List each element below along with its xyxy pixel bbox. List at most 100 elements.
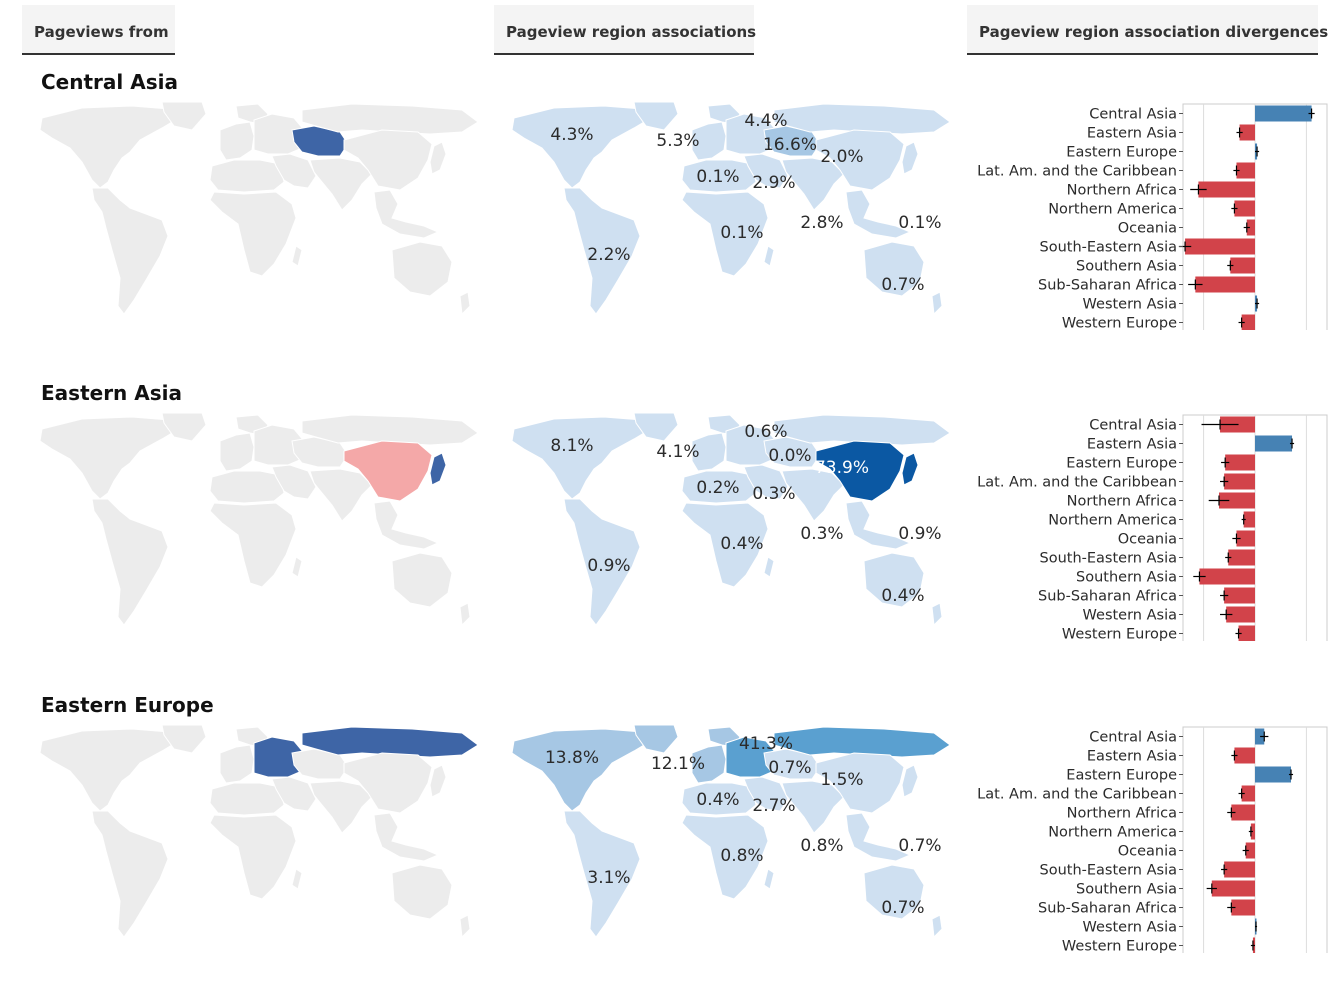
category-label: Sub-Saharan Africa xyxy=(1038,901,1177,917)
category-label: Western Asia xyxy=(1083,608,1177,624)
divergence-bar xyxy=(1236,530,1255,547)
category-label: Western Asia xyxy=(1083,920,1177,936)
divergence-bar xyxy=(1234,747,1255,764)
divergence-bar xyxy=(1195,276,1255,293)
map-region-western-asia xyxy=(743,153,789,189)
map-region-lat-am-and-the-caribbean xyxy=(563,498,641,626)
divergence-chart-central-asia: Central Asia Eastern Asia Eastern Europe La… xyxy=(977,103,1328,330)
map-region-japan xyxy=(429,452,447,486)
divergence-bar xyxy=(1255,728,1265,745)
pageviews-from-map-eastern-asia xyxy=(39,412,479,627)
divergence-bar xyxy=(1185,238,1255,255)
map-region-southern-asia xyxy=(781,157,845,211)
divergence-bar xyxy=(1211,880,1255,897)
map-region-eastern-asia xyxy=(343,440,433,502)
association-label: 0.1% xyxy=(696,167,739,187)
association-label: 41.3% xyxy=(739,734,793,754)
association-label: 0.1% xyxy=(898,213,941,233)
category-label: Northern Africa xyxy=(1067,183,1177,199)
map-region-south-eastern-asia xyxy=(373,812,440,862)
map-region-madagascar xyxy=(291,245,303,267)
row-title-eastern-europe: Eastern Europe xyxy=(41,693,214,717)
map-region-western-europe xyxy=(219,744,255,784)
map-region-madagascar xyxy=(763,245,775,267)
category-label: Western Europe xyxy=(1062,939,1177,954)
association-label: 2.2% xyxy=(587,245,630,265)
map-region-new-zealand xyxy=(931,602,943,627)
divergence-bar xyxy=(1231,899,1255,916)
category-label: South-Eastern Asia xyxy=(1040,863,1177,879)
category-label: Northern America xyxy=(1048,825,1177,841)
divergence-bar xyxy=(1199,568,1255,585)
tab-pageview-region-associations[interactable]: Pageview region associations xyxy=(494,5,756,55)
map-region-madagascar xyxy=(763,556,775,578)
category-label: Northern Africa xyxy=(1067,806,1177,822)
map-region-southern-asia xyxy=(309,780,373,834)
category-label: Eastern Europe xyxy=(1066,456,1177,472)
row-title-eastern-asia: Eastern Asia xyxy=(41,381,182,405)
map-region-south-eastern-asia xyxy=(845,812,912,862)
association-label: 4.3% xyxy=(550,125,593,145)
map-region-greenland xyxy=(633,412,679,442)
map-region-new-zealand xyxy=(459,914,471,939)
map-region-sub-saharan-africa xyxy=(209,191,297,277)
tab-pageviews-from[interactable]: Pageviews from xyxy=(22,5,175,55)
map-region-madagascar xyxy=(291,556,303,578)
map-region-lat-am-and-the-caribbean xyxy=(91,187,169,315)
category-label: Southern Asia xyxy=(1076,570,1177,586)
divergence-bar xyxy=(1255,766,1291,783)
map-region-madagascar xyxy=(291,868,303,890)
association-label: 0.7% xyxy=(881,898,924,918)
map-region-western-asia xyxy=(271,776,317,812)
association-label: 4.4% xyxy=(744,111,787,131)
map-region-eastern-asia xyxy=(343,752,433,814)
category-label: Oceania xyxy=(1118,844,1177,860)
map-region-sub-saharan-africa xyxy=(209,502,297,588)
map-region-western-europe xyxy=(691,744,727,784)
map-region-siberia xyxy=(773,414,951,446)
divergence-bar xyxy=(1241,314,1255,330)
map-region-eastern-asia xyxy=(815,129,905,191)
divergence-bar xyxy=(1245,842,1255,859)
map-region-southern-asia xyxy=(781,780,845,834)
pageviews-from-map-eastern-europe xyxy=(39,724,479,939)
association-label: 0.8% xyxy=(720,846,763,866)
row-title-central-asia: Central Asia xyxy=(41,70,178,94)
map-region-southern-asia xyxy=(309,157,373,211)
tab-pageview-region-association-divergences[interactable]: Pageview region association divergences xyxy=(967,5,1328,55)
association-label: 0.7% xyxy=(898,836,941,856)
category-label: Eastern Europe xyxy=(1066,145,1177,161)
map-region-northern-america xyxy=(511,416,656,500)
map-region-western-asia xyxy=(271,153,317,189)
association-label: 0.1% xyxy=(720,223,763,243)
association-label: 4.1% xyxy=(656,442,699,462)
divergence-bar xyxy=(1246,219,1255,236)
association-label: 13.8% xyxy=(545,748,599,768)
map-region-lat-am-and-the-caribbean xyxy=(91,498,169,626)
map-region-greenland xyxy=(633,101,679,131)
map-region-northern-africa xyxy=(209,159,285,193)
map-region-south-eastern-asia xyxy=(845,500,912,550)
association-label: 3.1% xyxy=(587,868,630,888)
map-region-oceania xyxy=(863,552,925,608)
map-region-western-asia xyxy=(743,776,789,812)
category-label: Northern America xyxy=(1048,513,1177,529)
map-region-greenland xyxy=(161,412,207,442)
category-label: Sub-Saharan Africa xyxy=(1038,589,1177,605)
category-label: Lat. Am. and the Caribbean xyxy=(977,787,1177,803)
map-region-northern-africa xyxy=(209,470,285,504)
association-label: 0.4% xyxy=(696,790,739,810)
association-label: 0.2% xyxy=(696,478,739,498)
map-region-northern-america xyxy=(511,728,656,812)
divergence-bar xyxy=(1255,435,1293,452)
map-region-new-zealand xyxy=(459,602,471,627)
association-label: 2.0% xyxy=(820,147,863,167)
category-label: Western Asia xyxy=(1083,297,1177,313)
associations-map-central-asia: 4.3% 5.3% 4.4% 16.6%2.0% 0.1% 2.9% 2.2% 0.1% 2.8… xyxy=(511,101,951,316)
category-label: Sub-Saharan Africa xyxy=(1038,278,1177,294)
category-label: South-Eastern Asia xyxy=(1040,240,1177,256)
category-label: Southern Asia xyxy=(1076,259,1177,275)
map-region-western-asia xyxy=(743,464,789,500)
association-label: 0.3% xyxy=(800,524,843,544)
association-label: 0.8% xyxy=(800,836,843,856)
